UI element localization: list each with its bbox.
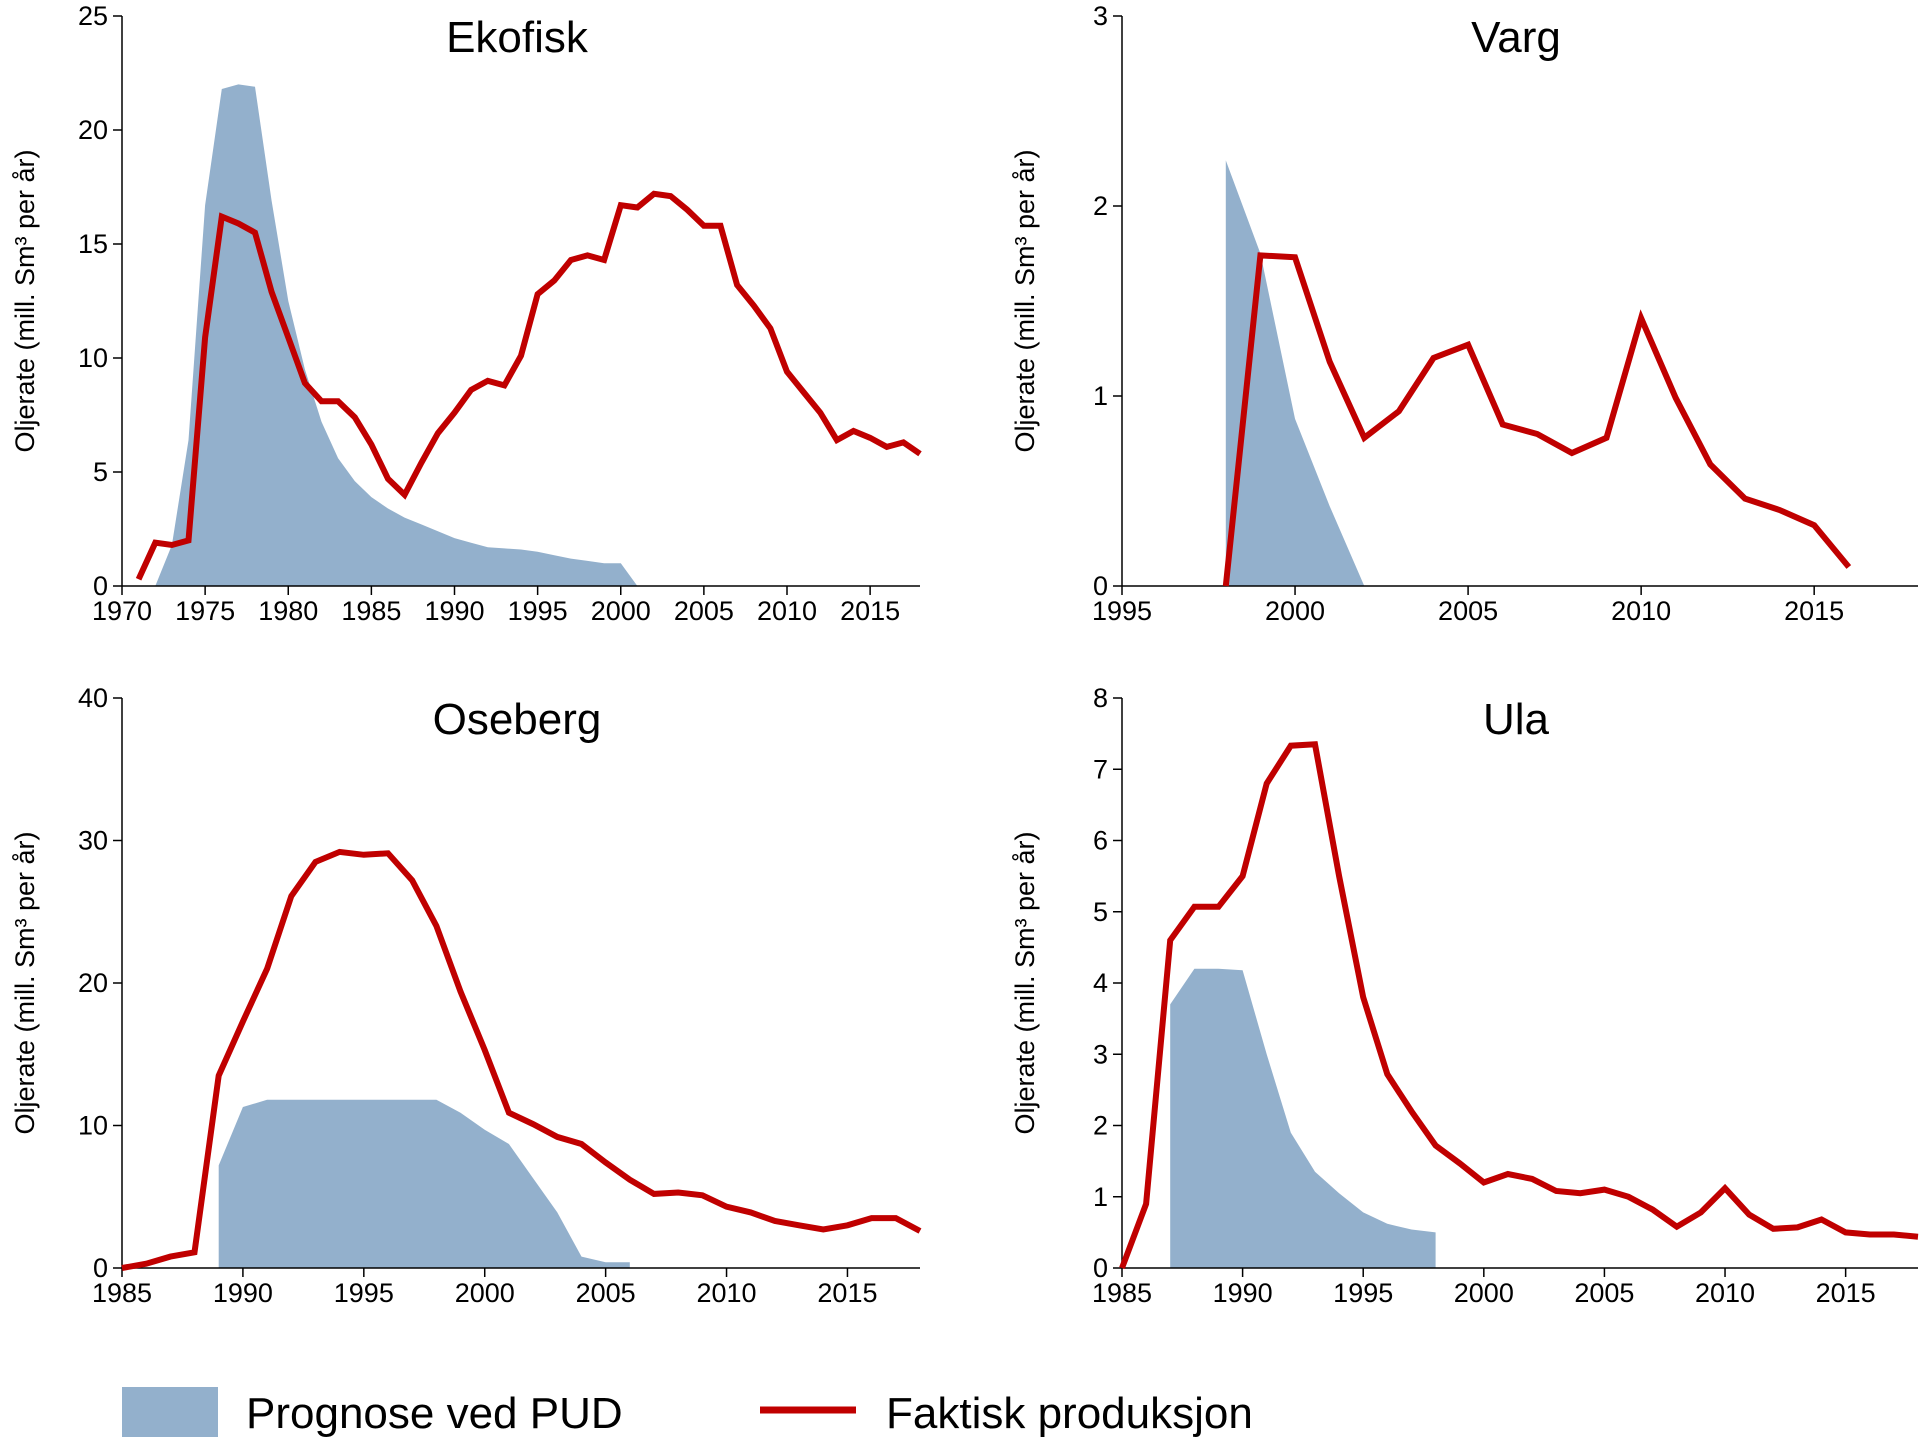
oseberg-x-tick-label: 1995 bbox=[334, 1278, 394, 1308]
ula-x-tick-label: 2015 bbox=[1816, 1278, 1876, 1308]
varg-y-tick-label: 0 bbox=[1093, 571, 1108, 601]
ekofisk-y-tick-label: 5 bbox=[93, 457, 108, 487]
oseberg-forecast-area bbox=[218, 1099, 630, 1268]
ekofisk-y-tick-label: 15 bbox=[78, 229, 108, 259]
varg-y-tick-label: 1 bbox=[1093, 381, 1108, 411]
ula-actual-line bbox=[1119, 741, 1919, 1270]
ekofisk-y-axis-label: Oljerate (mill. Sm³ per år) bbox=[10, 149, 40, 452]
ekofisk-x-tick-label: 2000 bbox=[591, 596, 651, 626]
ula-title: Ula bbox=[1483, 695, 1550, 744]
varg-x-tick-label: 2015 bbox=[1784, 596, 1844, 626]
ula-forecast-area bbox=[1170, 968, 1436, 1268]
chart-oseberg: 0 10 20 30 40 1985 1990 1995 2000 2005 2010 2015 Ose… bbox=[10, 683, 922, 1308]
ekofisk-y-tick-label: 20 bbox=[78, 115, 108, 145]
legend-label-forecast: Prognose ved PUD bbox=[246, 1389, 623, 1438]
ula-y-tick-label: 8 bbox=[1093, 683, 1108, 713]
ula-x-tick-label: 1990 bbox=[1213, 1278, 1273, 1308]
ula-y-tick-label: 7 bbox=[1093, 754, 1108, 784]
varg-y-tick-label: 2 bbox=[1093, 191, 1108, 221]
varg-x-tick-label: 2000 bbox=[1265, 596, 1325, 626]
ula-x-tick-label: 1985 bbox=[1092, 1278, 1152, 1308]
ekofisk-y-tick-label: 0 bbox=[93, 571, 108, 601]
ula-y-tick-label: 2 bbox=[1093, 1111, 1108, 1141]
chart-ula: 0 1 2 3 4 5 6 7 8 1985 1990 1995 2000 2005 2010 2015 Ula… bbox=[1010, 683, 1919, 1308]
oseberg-y-tick-label: 40 bbox=[78, 683, 108, 713]
ekofisk-x-tick-label: 1995 bbox=[508, 596, 568, 626]
oseberg-x-tick-label: 2010 bbox=[697, 1278, 757, 1308]
ekofisk-y-tick-label: 25 bbox=[78, 1, 108, 31]
oseberg-y-tick-label: 10 bbox=[78, 1111, 108, 1141]
ekofisk-x-tick-label: 2005 bbox=[674, 596, 734, 626]
ula-y-tick-label: 4 bbox=[1093, 968, 1108, 998]
oseberg-title: Oseberg bbox=[433, 695, 602, 744]
legend-swatch-forecast bbox=[122, 1387, 218, 1437]
varg-x-tick-label: 2010 bbox=[1611, 596, 1671, 626]
varg-x-tick-label: 1995 bbox=[1092, 596, 1152, 626]
oseberg-x-tick-label: 1990 bbox=[213, 1278, 273, 1308]
oseberg-x-tick-label: 2005 bbox=[576, 1278, 636, 1308]
ula-x-tick-label: 2000 bbox=[1454, 1278, 1514, 1308]
varg-x-tick-label: 2005 bbox=[1438, 596, 1498, 626]
ekofisk-forecast-area bbox=[155, 84, 638, 587]
ekofisk-x-tick-label: 1970 bbox=[92, 596, 152, 626]
oseberg-actual-line bbox=[121, 848, 922, 1271]
ula-y-tick-label: 1 bbox=[1093, 1182, 1108, 1212]
legend: Prognose ved PUD Faktisk produksjon bbox=[122, 1387, 1253, 1438]
ekofisk-x-tick-label: 1990 bbox=[424, 596, 484, 626]
ula-y-tick-label: 0 bbox=[1093, 1253, 1108, 1283]
varg-y-axis-label: Oljerate (mill. Sm³ per år) bbox=[1010, 149, 1040, 452]
chart-varg: 0 1 2 3 1995 2000 2005 2010 2015 Varg Oljerate (mi… bbox=[1010, 1, 1918, 626]
ekofisk-x-tick-label: 1975 bbox=[175, 596, 235, 626]
varg-actual-line bbox=[1222, 252, 1852, 587]
oseberg-x-tick-label: 1985 bbox=[92, 1278, 152, 1308]
oseberg-y-tick-label: 20 bbox=[78, 968, 108, 998]
oseberg-y-axis-label: Oljerate (mill. Sm³ per år) bbox=[10, 831, 40, 1134]
legend-label-actual: Faktisk produksjon bbox=[886, 1389, 1253, 1438]
ula-x-tick-label: 2010 bbox=[1695, 1278, 1755, 1308]
oseberg-y-tick-label: 30 bbox=[78, 826, 108, 856]
ula-y-tick-label: 3 bbox=[1093, 1039, 1108, 1069]
ekofisk-title: Ekofisk bbox=[446, 13, 589, 62]
ekofisk-x-tick-label: 2010 bbox=[757, 596, 817, 626]
ula-y-tick-label: 6 bbox=[1093, 826, 1108, 856]
ekofisk-actual-line bbox=[135, 190, 922, 581]
varg-y-tick-label: 3 bbox=[1093, 1, 1108, 31]
ula-x-tick-label: 1995 bbox=[1333, 1278, 1393, 1308]
oseberg-x-tick-label: 2000 bbox=[455, 1278, 515, 1308]
ekofisk-y-tick-label: 10 bbox=[78, 343, 108, 373]
ula-x-tick-label: 2005 bbox=[1574, 1278, 1634, 1308]
chart-ekofisk: 0 5 10 15 20 25 1970 1975 1980 1985 1990 1995 2000 20… bbox=[10, 1, 922, 626]
ekofisk-x-tick-label: 1980 bbox=[258, 596, 318, 626]
ula-y-tick-label: 5 bbox=[1093, 897, 1108, 927]
ula-y-axis-label: Oljerate (mill. Sm³ per år) bbox=[1010, 831, 1040, 1134]
oseberg-x-tick-label: 2015 bbox=[817, 1278, 877, 1308]
ekofisk-x-tick-label: 1985 bbox=[341, 596, 401, 626]
oseberg-y-tick-label: 0 bbox=[93, 1253, 108, 1283]
varg-title: Varg bbox=[1471, 13, 1561, 62]
ekofisk-x-tick-label: 2015 bbox=[840, 596, 900, 626]
